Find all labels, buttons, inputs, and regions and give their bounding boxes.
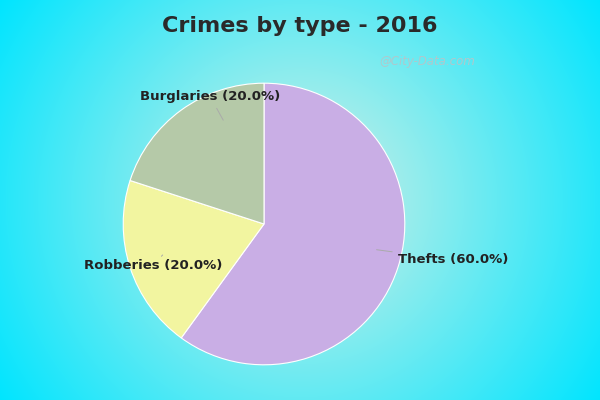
Text: Crimes by type - 2016: Crimes by type - 2016 xyxy=(162,16,438,36)
Text: Robberies (20.0%): Robberies (20.0%) xyxy=(84,255,222,272)
Wedge shape xyxy=(181,83,405,365)
Text: Burglaries (20.0%): Burglaries (20.0%) xyxy=(140,90,280,120)
Text: Thefts (60.0%): Thefts (60.0%) xyxy=(377,250,508,266)
Wedge shape xyxy=(130,83,264,224)
Text: @City-Data.com: @City-Data.com xyxy=(379,55,475,68)
Wedge shape xyxy=(123,180,264,338)
